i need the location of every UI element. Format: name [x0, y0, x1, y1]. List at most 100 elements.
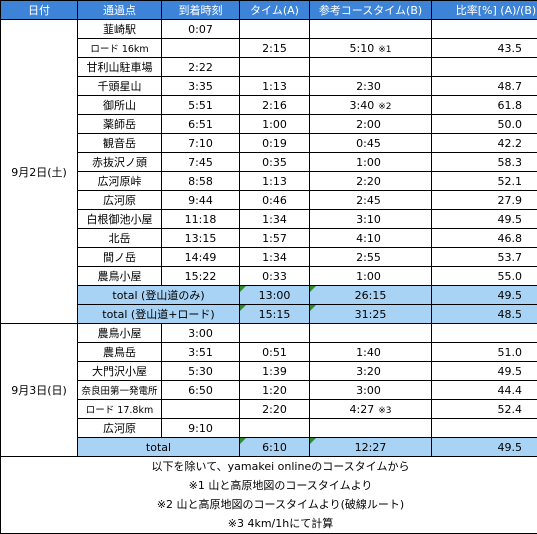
ratio-cell: 44.4 — [432, 381, 537, 400]
ref-time-value: 2:00 — [356, 118, 381, 131]
total-ref-time: 31:25 — [310, 305, 432, 324]
time-a-cell: 0:33 — [240, 267, 310, 286]
date-cell: 9月2日(土) — [1, 20, 78, 324]
ref-time-cell: 0:45 — [310, 134, 432, 153]
ref-time-cell: 3:20 — [310, 362, 432, 381]
ref-time-value: 0:45 — [356, 137, 381, 150]
arrival-cell: 13:15 — [162, 229, 240, 248]
ref-time-value: 4:10 — [356, 232, 381, 245]
arrival-cell: 3:35 — [162, 77, 240, 96]
arrival-cell: 6:51 — [162, 115, 240, 134]
ratio-cell: 42.2 — [432, 134, 537, 153]
total-ref-time: 12:27 — [310, 438, 432, 457]
notes-cell: 以下を除いて、yamakei onlineのコースタイムから※1 山と高原地図の… — [1, 457, 537, 534]
place-cell: 赤抜沢ノ頭 — [78, 153, 162, 172]
ratio-cell: 51.0 — [432, 343, 537, 362]
ratio-cell: 46.8 — [432, 229, 537, 248]
place-cell: 広河原 — [78, 191, 162, 210]
arrival-cell: 5:30 — [162, 362, 240, 381]
total-ref-time: 26:15 — [310, 286, 432, 305]
time-a-cell: 0:19 — [240, 134, 310, 153]
ratio-cell: 50.0 — [432, 115, 537, 134]
place-cell: 農鳥小屋 — [78, 267, 162, 286]
ref-time-cell: 1:00 — [310, 153, 432, 172]
ratio-cell: 53.7 — [432, 248, 537, 267]
ref-time-value: 1:00 — [356, 270, 381, 283]
ref-time-value: 3:00 — [356, 384, 381, 397]
time-a-cell: 2:15 — [240, 39, 310, 58]
ref-time-value: 4:27 — [350, 403, 375, 416]
ratio-cell: 61.8 — [432, 96, 537, 115]
time-a-cell: 1:34 — [240, 210, 310, 229]
ratio-cell: 55.0 — [432, 267, 537, 286]
place-cell: 間ノ岳 — [78, 248, 162, 267]
ref-time-cell: 3:40※2 — [310, 96, 432, 115]
total-label: total — [78, 438, 240, 457]
ref-time-cell: 2:55 — [310, 248, 432, 267]
time-a-cell — [240, 20, 310, 39]
ref-time-value: 1:00 — [356, 156, 381, 169]
ref-time-cell — [310, 20, 432, 39]
ref-time-cell: 2:30 — [310, 77, 432, 96]
ref-time-cell: 3:00 — [310, 381, 432, 400]
header-row: 日付 通過点 到着時刻 タイム(A) 参考コースタイム(B) 比率[%] (A)… — [1, 1, 537, 20]
place-cell: 広河原峠 — [78, 172, 162, 191]
ref-time-cell: 2:20 — [310, 172, 432, 191]
arrival-cell: 9:10 — [162, 419, 240, 438]
time-a-cell: 1:00 — [240, 115, 310, 134]
ref-time-cell — [310, 324, 432, 343]
time-a-cell: 0:51 — [240, 343, 310, 362]
time-a-cell: 0:35 — [240, 153, 310, 172]
total-time-a: 6:10 — [240, 438, 310, 457]
ref-time-cell: 2:45 — [310, 191, 432, 210]
ref-time-value: 5:10 — [350, 42, 375, 55]
arrival-cell: 3:51 — [162, 343, 240, 362]
place-cell: 薬師岳 — [78, 115, 162, 134]
time-a-cell — [240, 419, 310, 438]
ref-time-cell: 1:00 — [310, 267, 432, 286]
ratio-cell: 58.3 — [432, 153, 537, 172]
total-label: total (登山道+ロード) — [78, 305, 240, 324]
arrival-cell: 5:51 — [162, 96, 240, 115]
time-a-cell — [240, 58, 310, 77]
total-ratio: 48.5 — [432, 305, 537, 324]
time-a-cell: 1:34 — [240, 248, 310, 267]
ratio-cell — [432, 58, 537, 77]
arrival-cell — [162, 39, 240, 58]
notes-row: 以下を除いて、yamakei onlineのコースタイムから※1 山と高原地図の… — [1, 457, 537, 534]
arrival-cell: 8:58 — [162, 172, 240, 191]
ref-time-value: 3:10 — [356, 213, 381, 226]
place-cell: 広河原 — [78, 419, 162, 438]
ratio-cell: 49.5 — [432, 362, 537, 381]
ref-time-cell — [310, 419, 432, 438]
note-line: ※3 4km/1hにて計算 — [3, 514, 537, 533]
arrival-cell: 7:10 — [162, 134, 240, 153]
header-arrival: 到着時刻 — [162, 1, 240, 20]
ref-time-cell: 3:10 — [310, 210, 432, 229]
place-cell: 農鳥小屋 — [78, 324, 162, 343]
ref-time-value: 3:20 — [356, 365, 381, 378]
ref-time-value: 2:45 — [356, 194, 381, 207]
arrival-cell: 9:44 — [162, 191, 240, 210]
time-a-cell: 2:16 — [240, 96, 310, 115]
header-time-a: タイム(A) — [240, 1, 310, 20]
ratio-cell: 52.1 — [432, 172, 537, 191]
arrival-cell: 15:22 — [162, 267, 240, 286]
place-cell: ロード 16km — [78, 39, 162, 58]
ref-time-value: 2:20 — [356, 175, 381, 188]
arrival-cell: 7:45 — [162, 153, 240, 172]
time-a-cell: 1:13 — [240, 172, 310, 191]
ratio-cell — [432, 419, 537, 438]
ratio-cell: 52.4 — [432, 400, 537, 419]
